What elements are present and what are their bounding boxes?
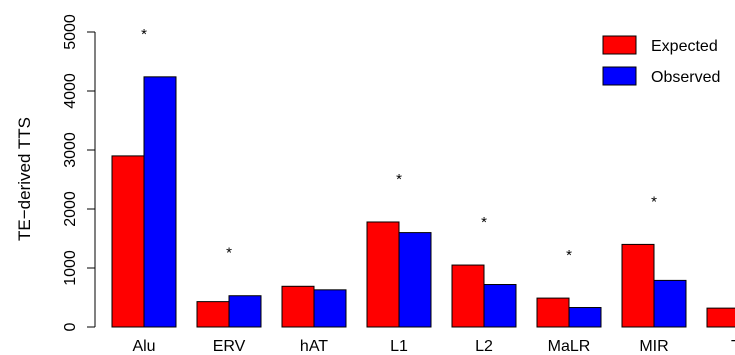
x-axis-tick-labels: Alu ERV hAT L1 L2 MaLR MIR Tc bbox=[132, 338, 735, 355]
bar-expected-alu bbox=[111, 155, 145, 328]
x-tick-label: MaLR bbox=[548, 338, 591, 355]
significance-star: * bbox=[226, 245, 232, 262]
bar-observed-erv bbox=[228, 295, 262, 328]
bar-observed-l1 bbox=[398, 232, 432, 328]
y-tick-label: 5000 bbox=[62, 14, 79, 50]
legend-label-expected: Expected bbox=[651, 38, 718, 55]
x-tick-label: L2 bbox=[475, 338, 493, 355]
significance-star: * bbox=[141, 26, 147, 43]
x-tick-label: hAT bbox=[300, 338, 328, 355]
x-tick-label: Alu bbox=[132, 338, 155, 355]
y-axis-label: TE−derived TTS bbox=[15, 117, 34, 241]
y-tick-label: 1000 bbox=[62, 250, 79, 286]
bar-expected-tcmar bbox=[706, 307, 735, 328]
bar-observed-malr bbox=[568, 307, 602, 328]
y-axis: 0 1000 2000 3000 4000 5000 bbox=[62, 14, 96, 331]
significance-star: * bbox=[481, 214, 487, 231]
bar-expected-erv bbox=[196, 301, 230, 328]
y-tick-label: 4000 bbox=[62, 73, 79, 109]
bar-observed-l2 bbox=[483, 284, 517, 328]
x-tick-label: MIR bbox=[639, 338, 668, 355]
x-tick-label: Tc bbox=[731, 338, 735, 355]
bar-observed-hat bbox=[313, 289, 347, 328]
legend-swatch-observed bbox=[602, 66, 637, 86]
bar-expected-mir bbox=[621, 243, 655, 328]
y-tick-label: 2000 bbox=[62, 191, 79, 227]
legend: Expected Observed bbox=[602, 35, 720, 86]
bar-expected-l1 bbox=[366, 221, 400, 328]
legend-swatch-expected bbox=[602, 35, 637, 55]
significance-annotations: * * * * * * bbox=[141, 26, 657, 264]
bar-expected-malr bbox=[536, 297, 570, 328]
x-tick-label: L1 bbox=[390, 338, 408, 355]
significance-star: * bbox=[651, 193, 657, 210]
significance-star: * bbox=[396, 171, 402, 188]
y-tick-label: 0 bbox=[62, 322, 79, 331]
bar-expected-hat bbox=[281, 285, 315, 328]
y-tick-label: 3000 bbox=[62, 132, 79, 168]
bar-observed-mir bbox=[653, 279, 687, 328]
bar-observed-alu bbox=[143, 76, 177, 328]
bar-expected-l2 bbox=[451, 264, 485, 328]
significance-star: * bbox=[566, 247, 572, 264]
legend-label-observed: Observed bbox=[651, 69, 720, 86]
x-tick-label: ERV bbox=[213, 338, 246, 355]
bars bbox=[111, 76, 735, 328]
